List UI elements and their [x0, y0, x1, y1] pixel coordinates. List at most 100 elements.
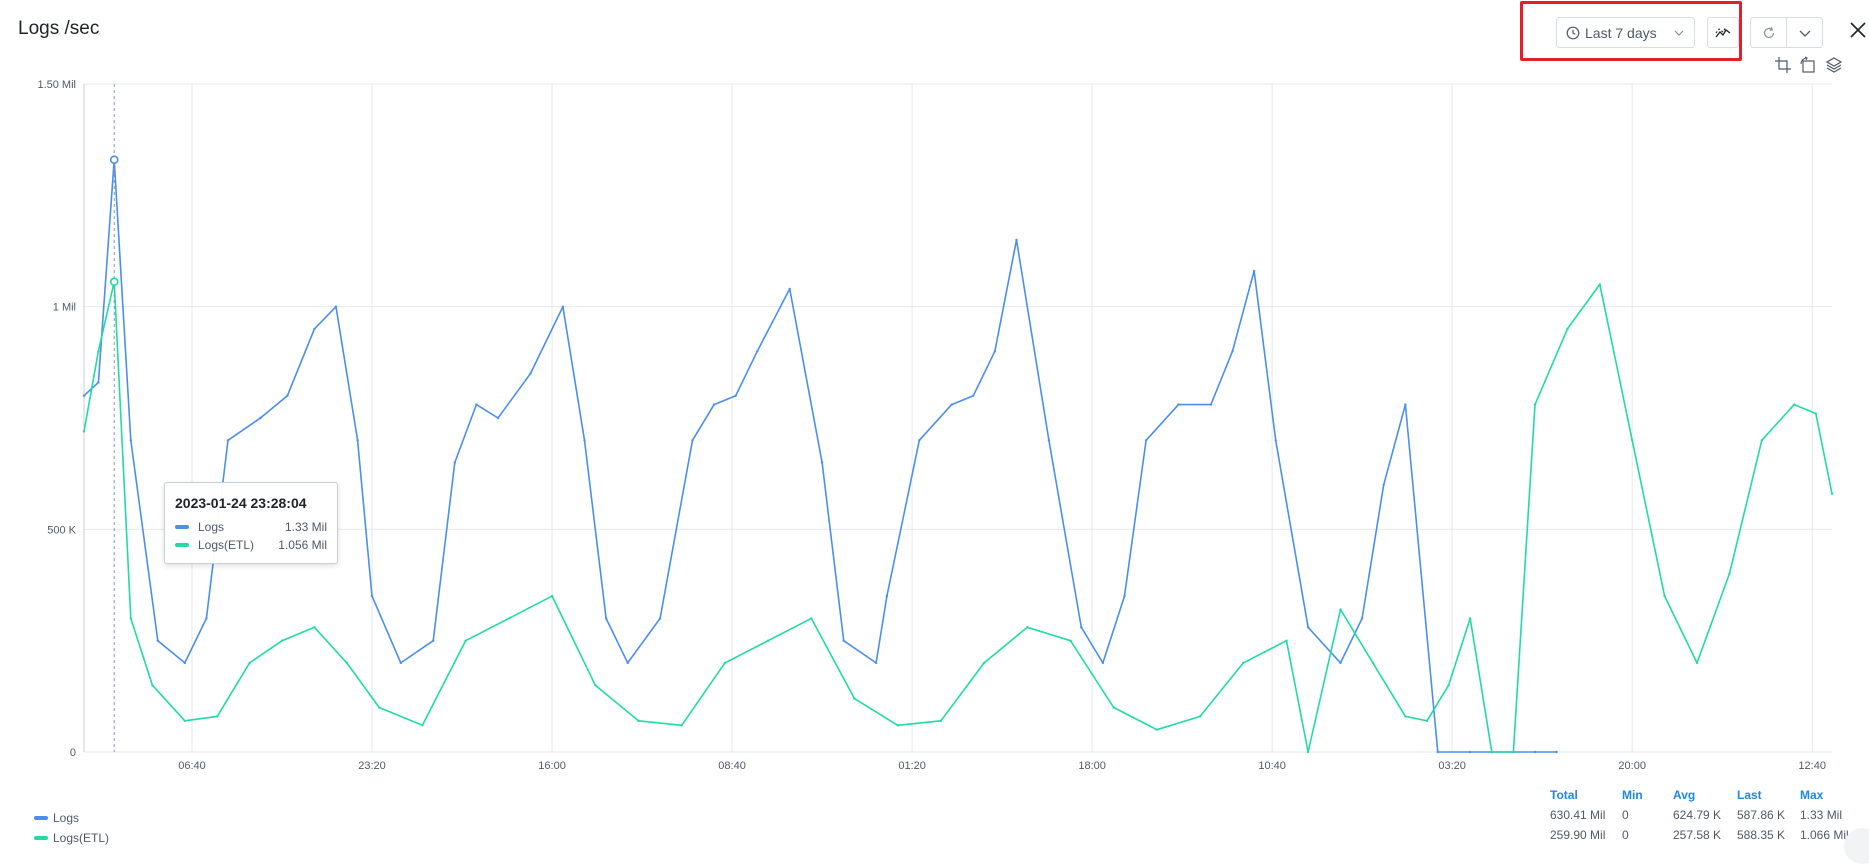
- stats-header-avg[interactable]: Avg: [1673, 788, 1696, 802]
- data-point-logs: [1252, 269, 1256, 273]
- data-point-logs: [286, 394, 289, 397]
- stats-cell: 1.33 Mil: [1800, 808, 1843, 822]
- data-point-logs-etl: [810, 617, 813, 620]
- stats-header-min[interactable]: Min: [1622, 788, 1643, 802]
- x-tick-label: 03:20: [1438, 760, 1466, 772]
- stats-cell: 0: [1622, 808, 1629, 822]
- series-lines: [82, 158, 1834, 754]
- data-point-logs: [496, 416, 500, 420]
- logs-etl-swatch: [34, 836, 48, 840]
- stats-cell: 1.066 Mil: [1800, 828, 1849, 842]
- data-point-logs-etl: [1830, 492, 1834, 495]
- stats-cell: 257.58 K: [1673, 828, 1722, 842]
- stats-cell: 587.86 K: [1737, 808, 1786, 822]
- y-tick-label: 1 Mil: [53, 302, 76, 314]
- x-axis: 06:40 23:20 16:00 08:40 01:20 18:00 10:40 03:20…: [178, 760, 1826, 772]
- data-point-logs: [1101, 661, 1105, 665]
- data-point-logs: [1177, 403, 1180, 406]
- data-point-logs: [1382, 483, 1385, 486]
- scroll-handle[interactable]: [1844, 828, 1869, 864]
- data-point-logs-etl: [1533, 403, 1537, 406]
- data-point-logs-etl: [1026, 626, 1029, 629]
- stats-col-last: Last 587.86 K 588.35 K: [1737, 788, 1785, 848]
- data-point-logs-etl: [896, 724, 899, 727]
- tooltip-series-name: Logs(ETL): [198, 538, 255, 552]
- more-options-button[interactable]: [1786, 17, 1823, 48]
- data-point-logs: [658, 617, 662, 620]
- data-point-logs-etl: [1566, 327, 1569, 331]
- data-point-logs-etl: [1793, 403, 1796, 406]
- series-line-logs-etl: [83, 280, 1833, 753]
- data-point-logs-etl: [1663, 594, 1666, 598]
- data-point-logs: [1274, 439, 1277, 442]
- data-point-logs-etl: [345, 661, 348, 665]
- x-tick-label: 06:40: [178, 760, 206, 772]
- data-point-logs-etl: [594, 684, 597, 687]
- data-point-logs: [691, 439, 694, 442]
- data-point-logs-etl: [637, 719, 640, 722]
- y-axis: 0 500 K 1 Mil 1.50 Mil: [37, 79, 76, 759]
- data-point-logs: [370, 594, 374, 598]
- data-point-logs-etl: [1069, 639, 1072, 642]
- data-point-logs: [259, 416, 262, 420]
- stats-col-max: Max 1.33 Mil 1.066 Mil: [1800, 788, 1849, 848]
- data-point-logs: [453, 461, 456, 464]
- data-point-logs: [1339, 661, 1342, 665]
- data-point-logs-etl: [183, 719, 186, 722]
- compare-button[interactable]: [1707, 17, 1739, 48]
- tooltip-series-value: 1.056 Mil: [278, 538, 327, 552]
- data-point-logs: [399, 661, 402, 665]
- data-point-logs: [604, 617, 608, 620]
- data-point-logs: [1231, 350, 1234, 353]
- data-point-logs-etl: [1728, 572, 1731, 576]
- chart-grid: [83, 83, 1832, 753]
- data-point-logs-etl: [982, 661, 986, 665]
- series-line-logs: [83, 158, 1557, 753]
- data-point-logs-etl: [1469, 617, 1472, 620]
- data-point-logs: [561, 305, 565, 308]
- data-point-logs: [356, 439, 359, 442]
- data-point-logs: [1209, 403, 1213, 406]
- hover-point-logs-etl: [109, 277, 119, 287]
- time-range-select[interactable]: Last 7 days: [1556, 17, 1695, 48]
- data-point-logs-etl: [1695, 661, 1699, 665]
- data-point-logs-etl: [1404, 715, 1407, 718]
- data-point-logs: [1533, 750, 1537, 754]
- data-point-logs: [712, 403, 716, 406]
- data-point-logs: [734, 394, 737, 397]
- close-icon[interactable]: [1848, 20, 1868, 40]
- data-point-logs-etl: [313, 626, 316, 629]
- data-point-logs-etl: [97, 350, 100, 353]
- legend-item-logs-etl[interactable]: Logs(ETL): [34, 828, 109, 848]
- data-point-logs: [1436, 750, 1440, 754]
- data-point-logs: [1555, 750, 1558, 754]
- x-tick-label: 23:20: [358, 760, 386, 772]
- legend-label: Logs: [53, 811, 80, 825]
- data-point-logs-etl: [1814, 412, 1818, 415]
- layers-icon[interactable]: [1825, 56, 1843, 74]
- stats-header-max[interactable]: Max: [1800, 788, 1824, 802]
- data-point-logs-etl: [550, 594, 554, 598]
- data-point-logs-etl: [1339, 608, 1342, 611]
- reset-crop-icon[interactable]: [1799, 56, 1817, 74]
- data-point-logs: [1015, 238, 1018, 242]
- data-point-logs-etl: [723, 661, 727, 665]
- data-point-logs: [1306, 626, 1310, 629]
- tooltip-series-name: Logs: [198, 520, 225, 534]
- data-point-logs-etl: [82, 430, 86, 433]
- data-point-logs-etl: [1490, 750, 1494, 754]
- data-point-logs: [529, 372, 532, 375]
- stats-header-total[interactable]: Total: [1550, 788, 1578, 802]
- data-point-logs: [1080, 626, 1083, 629]
- data-point-logs: [156, 639, 159, 642]
- data-point-logs: [97, 381, 100, 384]
- data-point-logs: [129, 439, 132, 442]
- data-point-logs-etl: [1306, 750, 1310, 754]
- crop-icon[interactable]: [1774, 56, 1792, 74]
- legend-item-logs[interactable]: Logs: [34, 808, 109, 828]
- line-chart[interactable]: 0 500 K 1 Mil 1.50 Mil 06:40 23:20 16:00 08:40…: [0, 0, 1869, 780]
- highlight-annotation: [1520, 1, 1742, 61]
- stats-header-last[interactable]: Last: [1737, 788, 1762, 802]
- y-tick-label: 500 K: [47, 524, 76, 536]
- stats-col-total: Total 630.41 Mil 259.90 Mil: [1550, 788, 1605, 848]
